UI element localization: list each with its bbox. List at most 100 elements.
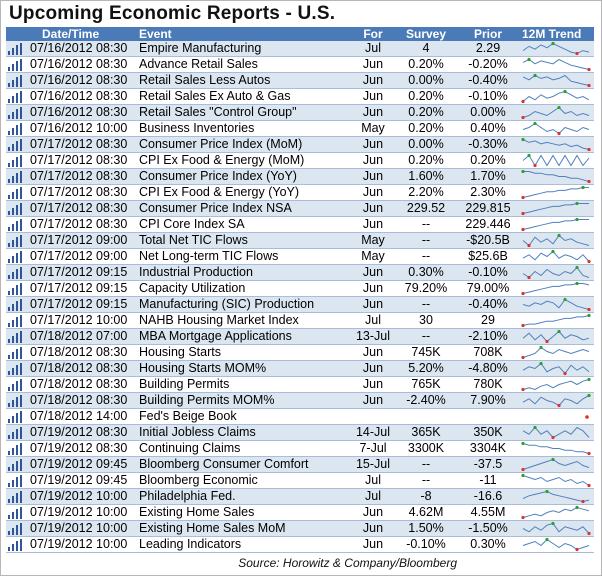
bar-chart-icon[interactable] — [8, 267, 24, 279]
table-row[interactable]: 07/18/2012 08:30 Housing Starts Jun 745K 708… — [6, 345, 594, 361]
sparkline-low-marker — [521, 515, 525, 520]
sparkline-low-marker — [521, 291, 525, 296]
cell-for: Jun — [362, 73, 384, 87]
table-row[interactable]: 07/19/2012 10:00 Existing Home Sales MoM J… — [6, 521, 594, 537]
cell-for: Jun — [362, 169, 384, 183]
cell-for: Jun — [362, 377, 384, 391]
bar-chart-icon[interactable] — [8, 251, 24, 263]
bar-chart-icon[interactable] — [8, 107, 24, 119]
bar-chart-icon[interactable] — [8, 475, 24, 487]
table-row[interactable]: 07/19/2012 08:30 Initial Jobless Claims 14… — [6, 425, 594, 441]
bar-chart-icon[interactable] — [8, 491, 24, 503]
cell-prior: -0.30% — [468, 137, 508, 151]
table-row[interactable]: 07/17/2012 09:15 Capacity Utilization Jun 7… — [6, 281, 594, 297]
bar-chart-icon[interactable] — [8, 235, 24, 247]
table-row[interactable]: 07/16/2012 08:30 Advance Retail Sales Jun 0… — [6, 57, 594, 73]
bar-chart-icon[interactable] — [8, 539, 24, 551]
table-row[interactable]: 07/17/2012 09:15 Manufacturing (SIC) Prod… — [6, 297, 594, 313]
sparkline-high-marker — [575, 505, 579, 510]
bar-chart-icon[interactable] — [8, 395, 24, 407]
bar-chart-icon[interactable] — [8, 427, 24, 439]
cell-survey: -- — [421, 473, 431, 487]
cell-prior: 4.55M — [470, 505, 506, 519]
sparkline-12m-trend — [521, 473, 591, 488]
sparkline-high-marker — [551, 521, 555, 526]
header-survey: Survey — [405, 27, 447, 41]
bar-chart-icon[interactable] — [8, 283, 24, 295]
table-row[interactable]: 07/18/2012 08:30 Housing Starts MOM% Jun 5.… — [6, 361, 594, 377]
cell-date: 07/16/2012 08:30 — [30, 73, 128, 87]
bar-chart-icon[interactable] — [8, 59, 24, 71]
bar-chart-icon[interactable] — [8, 443, 24, 455]
table-row[interactable]: 07/19/2012 09:45 Bloomberg Consumer Comfo… — [6, 457, 594, 473]
cell-date: 07/19/2012 10:00 — [30, 489, 128, 503]
sparkline-low-marker — [527, 243, 531, 248]
table-row[interactable]: 07/17/2012 08:30 Consumer Price Index NSA… — [6, 201, 594, 217]
cell-for: Jun — [362, 153, 384, 167]
cell-event: Initial Jobless Claims — [139, 425, 256, 439]
cell-survey: 0.00% — [408, 73, 444, 87]
bar-chart-icon[interactable] — [8, 75, 24, 87]
bar-chart-icon[interactable] — [8, 411, 24, 423]
bar-chart-icon[interactable] — [8, 363, 24, 375]
bar-chart-icon[interactable] — [8, 155, 24, 167]
cell-survey: -- — [421, 217, 431, 231]
sparkline-high-marker — [521, 169, 525, 174]
bar-chart-icon[interactable] — [8, 315, 24, 327]
bar-chart-icon[interactable] — [8, 171, 24, 183]
cell-for: Jun — [362, 57, 384, 71]
bar-chart-icon[interactable] — [8, 43, 24, 55]
bar-chart-icon[interactable] — [8, 123, 24, 135]
table-row[interactable]: 07/16/2012 08:30 Retail Sales Ex Auto & G… — [6, 89, 594, 105]
bar-chart-icon[interactable] — [8, 139, 24, 151]
sparkline-path — [522, 74, 590, 86]
table-row[interactable]: 07/19/2012 08:30 Continuing Claims 7-Jul 33… — [6, 441, 594, 457]
bar-chart-icon[interactable] — [8, 187, 24, 199]
sparkline-low-marker — [521, 387, 525, 392]
table-row[interactable]: 07/16/2012 08:30 Empire Manufacturing Jul 4… — [6, 41, 594, 57]
table-row[interactable]: 07/19/2012 10:00 Leading Indicators Jun -0.… — [6, 537, 594, 553]
sparkline-path — [522, 234, 590, 247]
table-row[interactable]: 07/19/2012 10:00 Existing Home Sales Jun 4.… — [6, 505, 594, 521]
sparkline-high-marker — [551, 41, 555, 46]
table-row[interactable]: 07/17/2012 10:00 NAHB Housing Market Inde… — [6, 313, 594, 329]
table-row[interactable]: 07/16/2012 08:30 Retail Sales Less Autos J… — [6, 73, 594, 89]
cell-for: Jul — [365, 313, 381, 327]
table-row[interactable]: 07/18/2012 07:00 MBA Mortgage Application… — [6, 329, 594, 345]
table-row[interactable]: 07/17/2012 08:30 Consumer Price Index (Yo… — [6, 169, 594, 185]
bar-chart-icon[interactable] — [8, 203, 24, 215]
sparkline-path — [522, 475, 590, 486]
bar-chart-icon[interactable] — [8, 507, 24, 519]
table-row[interactable]: 07/16/2012 10:00 Business Inventories May 0… — [6, 121, 594, 137]
cell-date: 07/18/2012 08:30 — [30, 361, 128, 375]
cell-date: 07/17/2012 09:00 — [30, 249, 128, 263]
sparkline-path — [522, 538, 590, 551]
cell-survey: -- — [421, 329, 431, 343]
bar-chart-icon[interactable] — [8, 331, 24, 343]
table-row[interactable]: 07/17/2012 08:30 CPI Core Index SA Jun -- 22… — [6, 217, 594, 233]
table-row[interactable]: 07/17/2012 09:00 Total Net TIC Flows May --… — [6, 233, 594, 249]
bar-chart-icon[interactable] — [8, 379, 24, 391]
table-row[interactable]: 07/19/2012 09:45 Bloomberg Economic Jul -- -… — [6, 473, 594, 489]
sparkline-12m-trend — [521, 313, 591, 328]
bar-chart-icon[interactable] — [8, 219, 24, 231]
table-row[interactable]: 07/17/2012 08:30 CPI Ex Food & Energy (Yo… — [6, 185, 594, 201]
table-row[interactable]: 07/18/2012 14:00 Fed's Beige Book — [6, 409, 594, 425]
cell-for: Jun — [362, 505, 384, 519]
bar-chart-icon[interactable] — [8, 299, 24, 311]
table-row[interactable]: 07/19/2012 10:00 Philadelphia Fed. Jul -8 -1… — [6, 489, 594, 505]
cell-prior: -4.80% — [468, 361, 508, 375]
table-row[interactable]: 07/17/2012 08:30 CPI Ex Food & Energy (Mo… — [6, 153, 594, 169]
table-row[interactable]: 07/18/2012 08:30 Building Permits MOM% Jun… — [6, 393, 594, 409]
bar-chart-icon[interactable] — [8, 459, 24, 471]
table-row[interactable]: 07/18/2012 08:30 Building Permits Jun 765K 7… — [6, 377, 594, 393]
bar-chart-icon[interactable] — [8, 91, 24, 103]
bar-chart-icon[interactable] — [8, 347, 24, 359]
table-row[interactable]: 07/17/2012 09:00 Net Long-term TIC Flows M… — [6, 249, 594, 265]
table-row[interactable]: 07/17/2012 09:15 Industrial Production Jun… — [6, 265, 594, 281]
cell-date: 07/18/2012 08:30 — [30, 393, 128, 407]
table-row[interactable]: 07/17/2012 08:30 Consumer Price Index (Mo… — [6, 137, 594, 153]
sparkline-path — [522, 458, 590, 470]
bar-chart-icon[interactable] — [8, 523, 24, 535]
table-row[interactable]: 07/16/2012 08:30 Retail Sales "Control Gr… — [6, 105, 594, 121]
